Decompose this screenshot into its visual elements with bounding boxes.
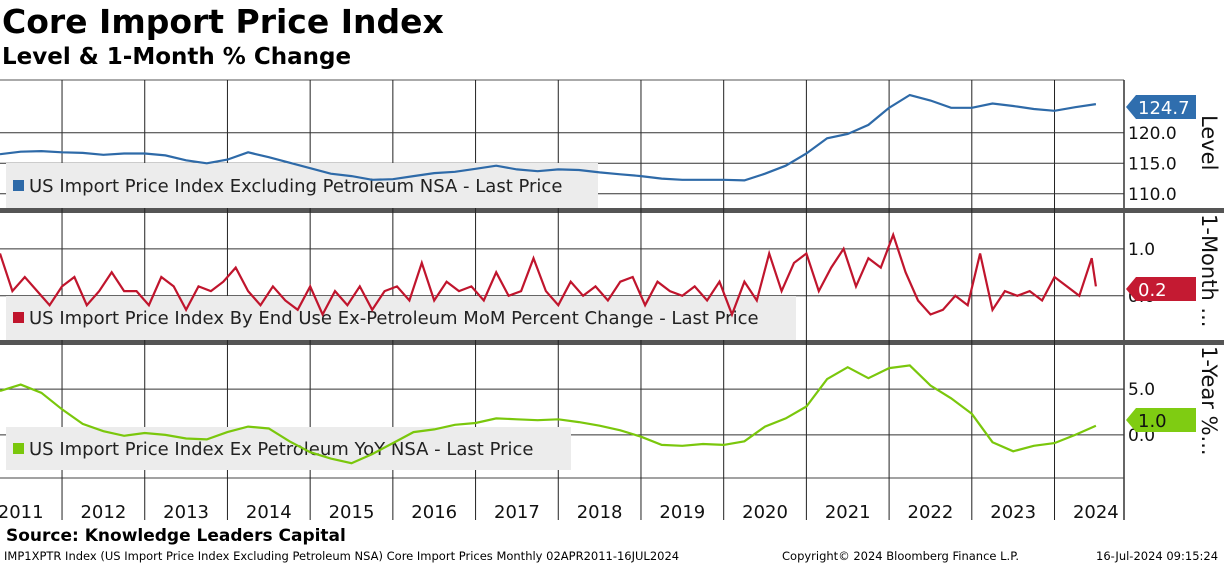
x-axis-labels: 2011 2012 2013 2014 2015 2016 2017 2018 2019 2020… xyxy=(0,502,1119,523)
yoy-axis-title: 1-Year %... xyxy=(1197,346,1221,456)
legend-yoy: US Import Price Index Ex Petroleum YoY N… xyxy=(6,427,571,470)
legend-level-swatch xyxy=(13,180,24,191)
legend-mom: US Import Price Index By End Use Ex-Petr… xyxy=(6,296,796,340)
panel-separator-1[interactable] xyxy=(0,208,1224,213)
x-tick-label-2017: 2017 xyxy=(494,502,540,523)
level-last-badge: 124.7 xyxy=(1126,95,1196,119)
panel-separator-2[interactable] xyxy=(0,340,1224,345)
footer-timestamp: 16-Jul-2024 09:15:24 xyxy=(1096,549,1219,563)
level-axis-title: Level xyxy=(1197,115,1221,170)
level-last-value: 124.7 xyxy=(1138,98,1190,119)
x-tick-label-2016: 2016 xyxy=(411,502,457,523)
x-tick-label-2015: 2015 xyxy=(329,502,375,523)
mom-y-tick-label: 1.0 xyxy=(1128,240,1155,260)
x-tick-label-2022: 2022 xyxy=(908,502,954,523)
yoy-y-tick-label: 5.0 xyxy=(1128,380,1155,400)
mom-last-value: 0.2 xyxy=(1138,280,1167,301)
footer-ticker: IMP1XPTR Index (US Import Price Index Ex… xyxy=(4,549,680,563)
legend-level-label: US Import Price Index Excluding Petroleu… xyxy=(29,176,562,197)
chart-subtitle: Level & 1-Month % Change xyxy=(2,44,352,70)
x-tick-label-2013: 2013 xyxy=(163,502,209,523)
x-tick-label-2019: 2019 xyxy=(659,502,705,523)
chart-title: Core Import Price Index xyxy=(2,2,444,41)
legend-mom-swatch xyxy=(13,312,24,323)
level-y-tick-label: 110.0 xyxy=(1128,185,1177,205)
level-y-tick-label: 120.0 xyxy=(1128,124,1177,144)
source-note: Source: Knowledge Leaders Capital xyxy=(6,526,346,546)
footer-copyright: Copyright© 2024 Bloomberg Finance L.P. xyxy=(782,549,1019,563)
level-y-tick-label: 115.0 xyxy=(1128,154,1177,174)
x-tick-label-2024: 2024 xyxy=(1073,502,1119,523)
yoy-series-line xyxy=(0,364,1097,465)
x-tick-label-2020: 2020 xyxy=(742,502,788,523)
legend-yoy-label: US Import Price Index Ex Petroleum YoY N… xyxy=(29,439,533,460)
x-tick-label-2018: 2018 xyxy=(577,502,623,523)
x-tick-label-2011: 2011 xyxy=(0,502,44,523)
mom-axis-title: 1-Month ... xyxy=(1197,214,1221,327)
x-tick-label-2021: 2021 xyxy=(825,502,871,523)
level-series-line xyxy=(0,93,1097,182)
yoy-last-value: 1.0 xyxy=(1138,411,1167,432)
yoy-last-badge: 1.0 xyxy=(1126,408,1196,432)
x-tick-label-2014: 2014 xyxy=(246,502,292,523)
legend-mom-label: US Import Price Index By End Use Ex-Petr… xyxy=(29,308,759,329)
x-tick-label-2012: 2012 xyxy=(80,502,126,523)
x-tick-label-2023: 2023 xyxy=(990,502,1036,523)
legend-level: US Import Price Index Excluding Petroleu… xyxy=(6,163,598,208)
mom-last-badge: 0.2 xyxy=(1126,277,1196,301)
mom-series-line xyxy=(0,231,1097,318)
legend-yoy-swatch xyxy=(13,443,24,454)
